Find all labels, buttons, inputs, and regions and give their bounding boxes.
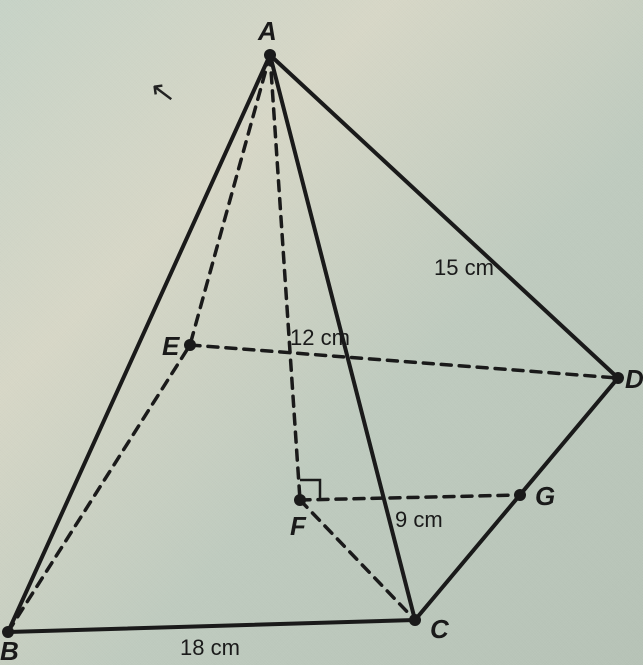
vertex-C (409, 614, 421, 626)
label-C: C (430, 614, 450, 644)
label-E: E (162, 331, 180, 361)
label-F: F (290, 511, 307, 541)
vertex-G (514, 489, 526, 501)
edge-AB (8, 55, 270, 632)
measurement-BC: 18 cm (180, 635, 240, 660)
vertex-A (264, 49, 276, 61)
edge-BC (8, 620, 415, 632)
edge-BE (8, 345, 190, 632)
pyramid-diagram: A B C D E F G 15 cm 12 cm 9 cm 18 cm (0, 0, 643, 665)
vertex-F (294, 494, 306, 506)
measurement-FG: 9 cm (395, 507, 443, 532)
mouse-cursor: ↖ (148, 73, 178, 111)
label-G: G (535, 481, 555, 511)
vertex-E (184, 339, 196, 351)
edge-FG (300, 495, 520, 500)
label-B: B (0, 636, 19, 665)
edge-ED (190, 345, 618, 378)
measurement-EF_height: 12 cm (290, 325, 350, 350)
label-A: A (257, 16, 277, 46)
label-D: D (625, 364, 643, 394)
measurement-AD: 15 cm (434, 255, 494, 280)
edge-AF (270, 55, 300, 500)
vertex-D (612, 372, 624, 384)
edge-GD (520, 378, 618, 495)
